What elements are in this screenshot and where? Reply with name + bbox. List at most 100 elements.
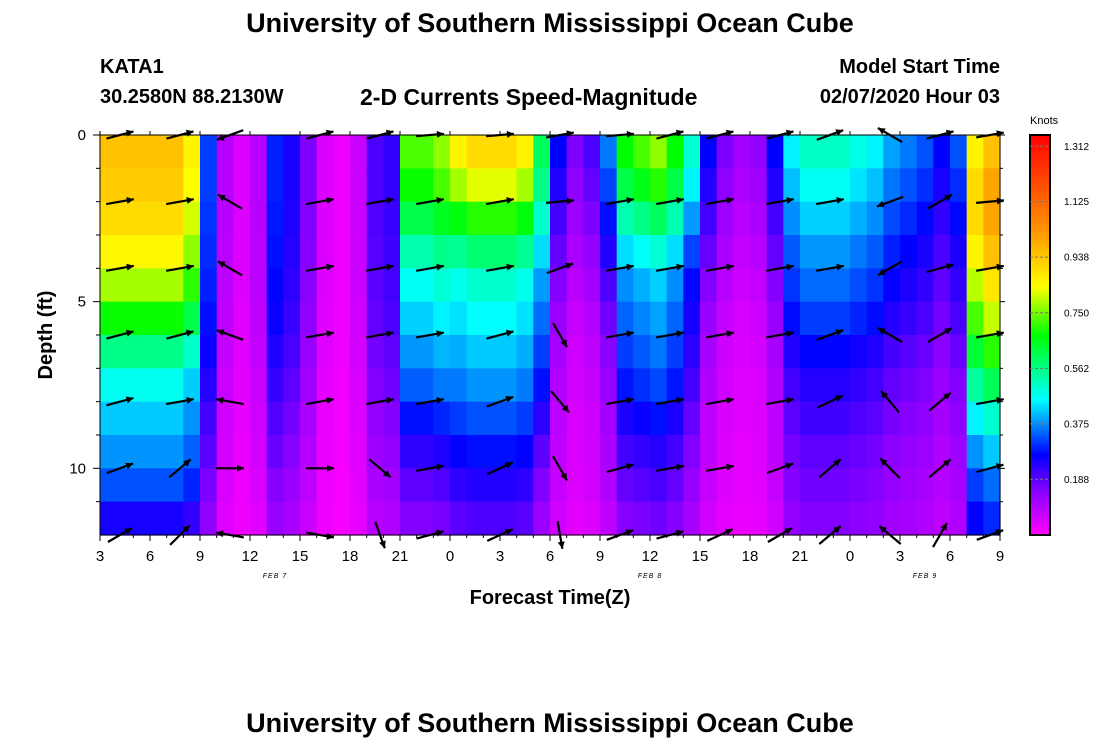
current-vector (366, 330, 394, 339)
heatmap-cell (100, 468, 118, 503)
heatmap-cell (816, 335, 834, 369)
heatmap-cell (750, 168, 768, 203)
current-vector (766, 263, 794, 272)
heatmap-cell (500, 268, 518, 303)
heatmap-cell (716, 435, 734, 469)
heatmap-cell (983, 135, 1001, 169)
heatmap-cell (850, 401, 868, 436)
colorbar-tick-label: 1.312 (1064, 142, 1089, 153)
heatmap-cell (716, 501, 734, 536)
heatmap-cell (750, 301, 768, 336)
heatmap-cell (750, 401, 768, 436)
heatmap-cell (866, 435, 884, 469)
current-vector (816, 197, 844, 206)
heatmap-cell (933, 335, 951, 369)
heatmap-cell (150, 201, 168, 236)
heatmap-cell (616, 335, 634, 369)
heatmap-cell (383, 435, 401, 469)
vector-head (676, 330, 684, 338)
heatmap-cell (816, 301, 834, 336)
vector-head (386, 197, 394, 204)
heatmap-cell (933, 201, 951, 236)
heatmap-cell (516, 368, 534, 403)
heatmap-cell (966, 435, 984, 469)
heatmap-cell (783, 201, 801, 236)
current-vector (706, 330, 734, 339)
heatmap-cell (600, 235, 618, 269)
heatmap-cell (700, 168, 718, 203)
heatmap-cell (316, 335, 334, 369)
current-vector (306, 397, 334, 406)
heatmap-cell (166, 401, 184, 436)
heatmap-cell (766, 368, 784, 403)
heatmap-cell (966, 401, 984, 436)
vector-head (836, 263, 844, 271)
heatmap-cell (216, 268, 234, 303)
current-vector (106, 263, 134, 272)
heatmap-cell (350, 168, 368, 203)
heatmap-cell (666, 268, 684, 303)
heatmap-cell (550, 335, 568, 369)
heatmap-cell (266, 235, 284, 269)
heatmap-cell (900, 235, 918, 269)
heatmap-cell (116, 401, 134, 436)
heatmap-cell (750, 135, 768, 169)
current-vector (166, 197, 194, 206)
heatmap-cell (483, 368, 501, 403)
vector-head (386, 263, 394, 271)
current-vector (606, 263, 634, 272)
heatmap-cell (266, 168, 284, 203)
heatmap-cell (566, 201, 584, 236)
heatmap-cell (600, 501, 618, 536)
vector-head (995, 529, 1004, 536)
heatmap-cell (650, 268, 668, 303)
vector-head (124, 528, 133, 535)
heatmap-cell (966, 201, 984, 236)
heatmap-cell (516, 168, 534, 203)
current-vector (766, 397, 794, 406)
current-vector (816, 329, 844, 341)
heatmap-cell (400, 135, 418, 169)
heatmap-cell (516, 201, 534, 236)
heatmap-cell (216, 168, 234, 203)
heatmap-cell (283, 235, 301, 269)
colorbar-tick-label: 1.125 (1064, 197, 1089, 208)
heatmap-cell (450, 435, 468, 469)
heatmap-cell (366, 468, 384, 503)
heatmap-cell (633, 468, 651, 503)
heatmap-cell (333, 268, 351, 303)
heatmap-cell (750, 201, 768, 236)
heatmap-cell (150, 501, 168, 536)
current-vector (106, 329, 134, 340)
heatmap-cell (383, 201, 401, 236)
current-vector (927, 193, 953, 210)
heatmap-cell (966, 301, 984, 336)
heatmap-cell (100, 401, 118, 436)
heatmap-cell (900, 401, 918, 436)
heatmap-cell (950, 301, 968, 336)
heatmap-cell (683, 168, 701, 203)
heatmap-cell (250, 268, 268, 303)
heatmap-cell (250, 335, 268, 369)
heatmap-cell (416, 268, 434, 303)
heatmap-cell (800, 201, 818, 236)
colorbar-tick-label: 0.938 (1064, 253, 1089, 264)
heatmap-cell (333, 335, 351, 369)
heatmap-cell (116, 501, 134, 536)
heatmap-cell (200, 201, 218, 236)
heatmap-cell (116, 235, 134, 269)
heatmap-cell (283, 401, 301, 436)
heatmap-cell (533, 501, 551, 536)
heatmap-cell (533, 135, 551, 169)
heatmap-cell (433, 135, 451, 169)
heatmap-cell (916, 135, 934, 169)
heatmap-cell (350, 368, 368, 403)
vector-head (835, 329, 844, 336)
heatmap-cell (250, 168, 268, 203)
heatmap-cell (833, 301, 851, 336)
heatmap-cell (450, 268, 468, 303)
heatmap-cell (950, 435, 968, 469)
heatmap-cell (350, 335, 368, 369)
heatmap-cell (600, 268, 618, 303)
x-tick-label: 6 (946, 548, 954, 565)
